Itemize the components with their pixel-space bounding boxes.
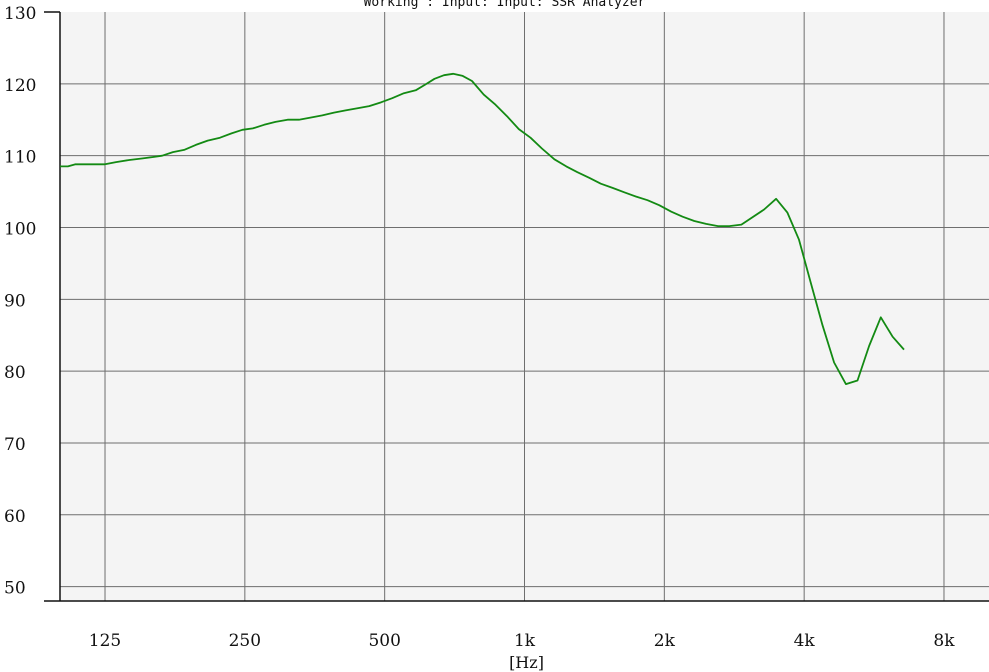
x-axis-label: [Hz] [509, 653, 544, 672]
chart-title: Working : Input: Input: SSR Analyzer [364, 0, 646, 10]
y-tick-label: 90 [4, 291, 26, 311]
y-tick-label: 120 [4, 76, 36, 96]
x-tick-label: 500 [368, 631, 400, 651]
x-tick-label: 2k [654, 631, 676, 651]
y-tick-label: 60 [4, 507, 26, 527]
series-line-0 [60, 72, 905, 386]
x-tick-label: 4k [794, 631, 816, 651]
x-tick-label: 250 [229, 631, 261, 651]
axes [44, 11, 989, 602]
series-layer [60, 72, 905, 386]
y-tick-label: 110 [4, 148, 36, 168]
y-tick-label: 130 [4, 4, 36, 24]
tick-labels: 125 250 500 1k 2k 4k 8k 50 60 70 80 90 100 110 120 130 [4, 4, 955, 651]
y-tick-label: 100 [4, 219, 36, 239]
x-tick-label: 1k [514, 631, 536, 651]
y-tick-label: 80 [4, 363, 26, 383]
y-tick-label: 50 [4, 579, 26, 599]
grid-lines [60, 12, 989, 601]
x-tick-label: 125 [89, 631, 121, 651]
x-tick-label: 8k [933, 631, 955, 651]
y-tick-label: 70 [4, 435, 26, 455]
